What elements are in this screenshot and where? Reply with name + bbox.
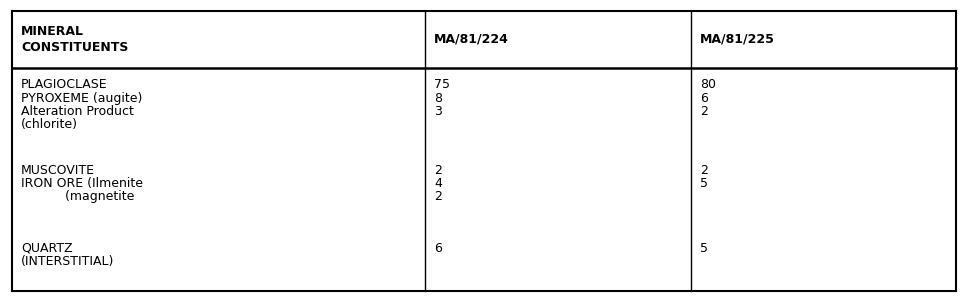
Text: 75: 75 [434, 79, 450, 92]
Text: Alteration Product: Alteration Product [21, 105, 134, 118]
Text: 2: 2 [434, 164, 442, 177]
Text: MINERAL
CONSTITUENTS: MINERAL CONSTITUENTS [21, 25, 129, 54]
Text: QUARTZ: QUARTZ [21, 242, 73, 255]
Text: MA/81/224: MA/81/224 [434, 33, 509, 46]
Text: 4: 4 [434, 177, 442, 190]
Text: 2: 2 [434, 190, 442, 203]
Text: 3: 3 [434, 105, 442, 118]
Text: (magnetite: (magnetite [21, 190, 135, 203]
Text: 5: 5 [700, 242, 708, 255]
Text: MA/81/225: MA/81/225 [700, 33, 774, 46]
Text: 2: 2 [700, 164, 708, 177]
Text: IRON ORE (Ilmenite: IRON ORE (Ilmenite [21, 177, 143, 190]
Text: 2: 2 [700, 105, 708, 118]
Text: (chlorite): (chlorite) [21, 118, 78, 131]
Text: MUSCOVITE: MUSCOVITE [21, 164, 95, 177]
Text: 80: 80 [700, 79, 716, 92]
Text: PLAGIOCLASE: PLAGIOCLASE [21, 79, 107, 92]
Text: 6: 6 [434, 242, 442, 255]
Text: 5: 5 [700, 177, 708, 190]
Text: 8: 8 [434, 92, 442, 104]
Text: PYROXEME (augite): PYROXEME (augite) [21, 92, 142, 104]
Text: (INTERSTITIAL): (INTERSTITIAL) [21, 255, 114, 268]
Text: 6: 6 [700, 92, 708, 104]
